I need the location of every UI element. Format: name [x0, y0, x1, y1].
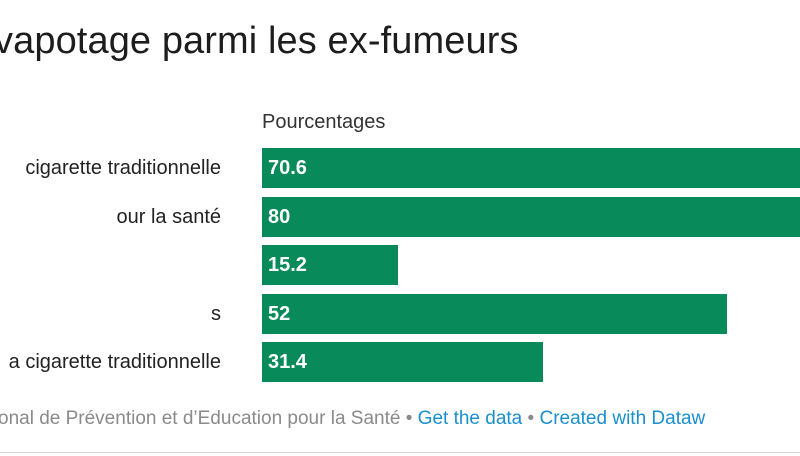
- footer-separator: •: [522, 408, 540, 429]
- bar-value-label: 70.6: [268, 157, 307, 179]
- bar: [262, 294, 727, 334]
- category-label: s: [211, 303, 221, 325]
- bar: [262, 148, 800, 188]
- footer-separator: •: [400, 408, 418, 429]
- category-label: cigarette traditionnelle: [25, 157, 221, 179]
- get-the-data-link[interactable]: Get the data: [417, 408, 523, 429]
- bar-value-label: 15.2: [268, 254, 307, 276]
- bar-value-label: 80: [268, 206, 291, 228]
- footer-source: onal de Prévention et d’Education pour l…: [0, 408, 401, 429]
- bar-value-label: 31.4: [268, 351, 307, 373]
- bar: [262, 197, 800, 237]
- category-label: our la santé: [116, 206, 221, 228]
- chart-title: vapotage parmi les ex-fumeurs: [0, 20, 519, 62]
- bar: [262, 342, 543, 382]
- bar-value-label: 52: [268, 303, 291, 325]
- bar: [262, 245, 398, 285]
- bottom-divider: [0, 452, 800, 453]
- footer: onal de Prévention et d’Education pour l…: [0, 408, 705, 430]
- column-header: Pourcentages: [262, 111, 386, 133]
- category-label: a cigarette traditionnelle: [8, 351, 221, 373]
- created-with-datawrapper-link[interactable]: Created with Dataw: [539, 408, 706, 429]
